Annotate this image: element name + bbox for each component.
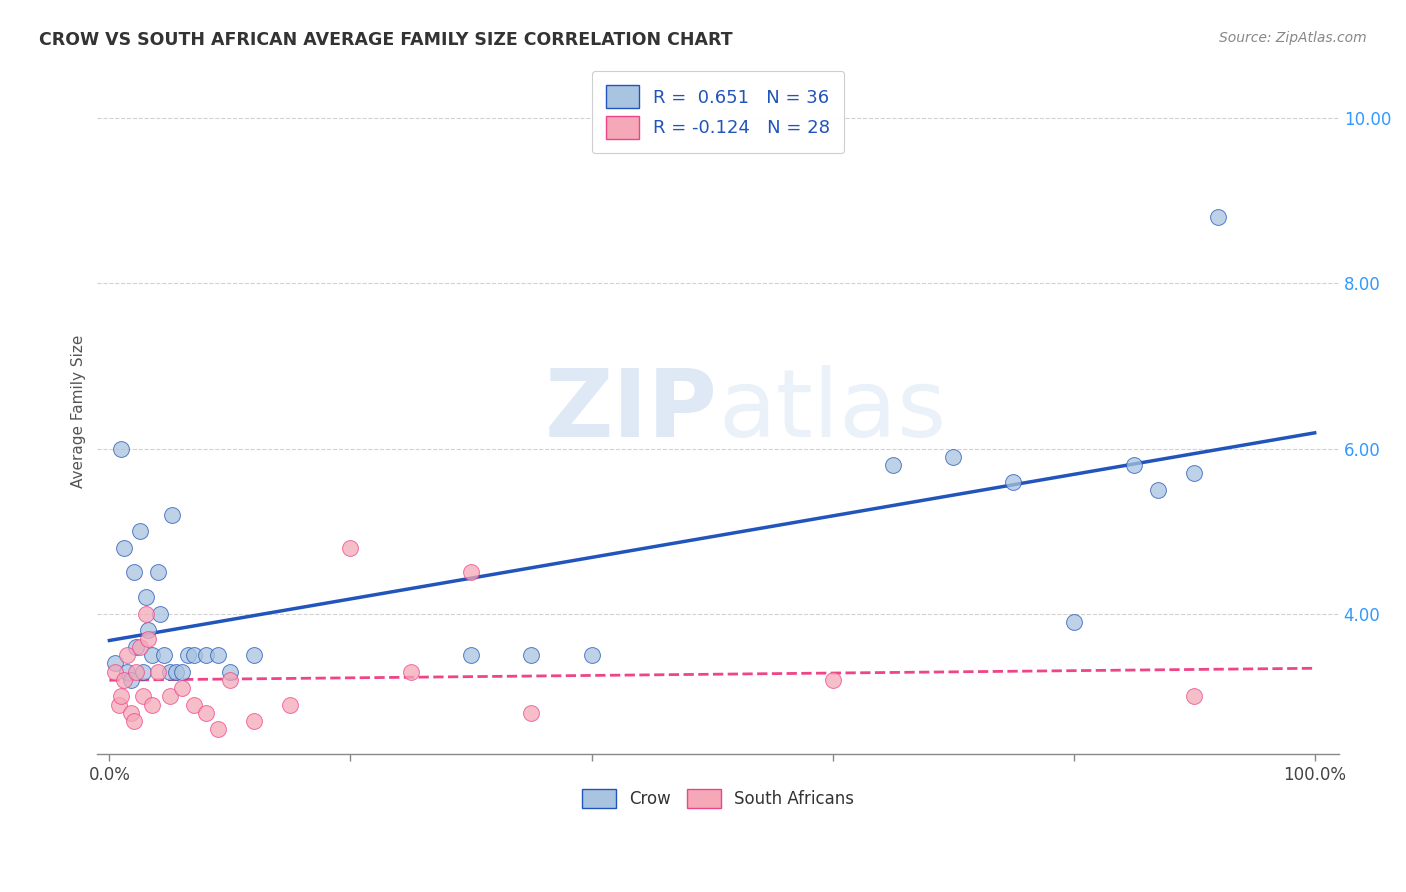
Point bbox=[1182, 467, 1205, 481]
Point bbox=[141, 698, 163, 712]
Point bbox=[339, 541, 361, 555]
Legend: Crow, South Africans: Crow, South Africans bbox=[575, 782, 860, 814]
Point bbox=[1002, 475, 1025, 489]
Text: atlas: atlas bbox=[718, 366, 946, 458]
Point bbox=[460, 648, 482, 662]
Point bbox=[1182, 690, 1205, 704]
Y-axis label: Average Family Size: Average Family Size bbox=[72, 334, 86, 488]
Point bbox=[278, 698, 301, 712]
Point bbox=[170, 681, 193, 695]
Point bbox=[882, 458, 904, 472]
Point bbox=[207, 723, 229, 737]
Point bbox=[1063, 615, 1085, 629]
Point bbox=[110, 690, 132, 704]
Point bbox=[146, 665, 169, 679]
Point bbox=[399, 665, 422, 679]
Point bbox=[117, 648, 139, 662]
Point bbox=[152, 648, 174, 662]
Point bbox=[243, 714, 266, 728]
Point bbox=[132, 690, 155, 704]
Point bbox=[104, 657, 127, 671]
Point bbox=[159, 665, 181, 679]
Point bbox=[110, 442, 132, 456]
Point bbox=[170, 665, 193, 679]
Text: Source: ZipAtlas.com: Source: ZipAtlas.com bbox=[1219, 31, 1367, 45]
Point bbox=[1147, 483, 1170, 497]
Point bbox=[821, 673, 844, 687]
Point bbox=[125, 640, 148, 654]
Point bbox=[149, 607, 172, 621]
Point bbox=[160, 508, 183, 522]
Point bbox=[135, 607, 157, 621]
Point bbox=[128, 524, 150, 538]
Point bbox=[165, 665, 187, 679]
Point bbox=[141, 648, 163, 662]
Text: CROW VS SOUTH AFRICAN AVERAGE FAMILY SIZE CORRELATION CHART: CROW VS SOUTH AFRICAN AVERAGE FAMILY SIZ… bbox=[39, 31, 733, 49]
Point bbox=[219, 673, 242, 687]
Point bbox=[146, 566, 169, 580]
Point bbox=[1122, 458, 1144, 472]
Point bbox=[520, 648, 543, 662]
Point bbox=[136, 632, 159, 646]
Point bbox=[120, 673, 142, 687]
Point bbox=[177, 648, 200, 662]
Point bbox=[183, 648, 205, 662]
Point bbox=[117, 665, 139, 679]
Point bbox=[1206, 211, 1229, 225]
Point bbox=[108, 698, 131, 712]
Point bbox=[122, 566, 145, 580]
Text: ZIP: ZIP bbox=[546, 366, 718, 458]
Point bbox=[219, 665, 242, 679]
Point bbox=[159, 690, 181, 704]
Point bbox=[460, 566, 482, 580]
Point bbox=[520, 706, 543, 720]
Point bbox=[122, 714, 145, 728]
Point bbox=[942, 450, 965, 464]
Point bbox=[135, 591, 157, 605]
Point bbox=[112, 541, 135, 555]
Point bbox=[136, 624, 159, 638]
Point bbox=[581, 648, 603, 662]
Point bbox=[183, 698, 205, 712]
Point bbox=[104, 665, 127, 679]
Point bbox=[120, 706, 142, 720]
Point bbox=[194, 648, 217, 662]
Point bbox=[132, 665, 155, 679]
Point bbox=[125, 665, 148, 679]
Point bbox=[207, 648, 229, 662]
Point bbox=[112, 673, 135, 687]
Point bbox=[243, 648, 266, 662]
Point bbox=[194, 706, 217, 720]
Point bbox=[128, 640, 150, 654]
